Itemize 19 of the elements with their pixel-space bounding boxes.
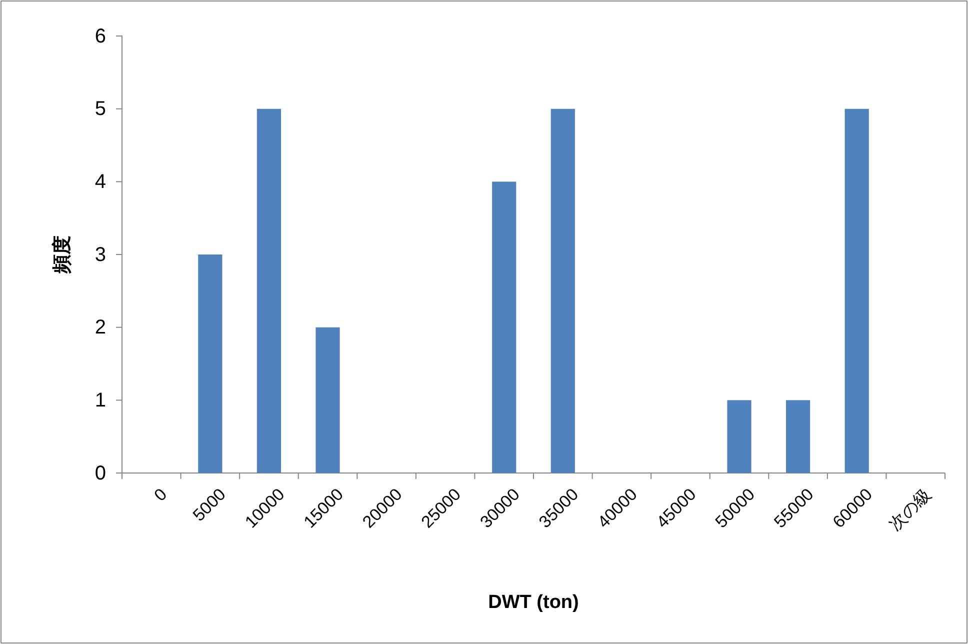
y-tick-label: 2: [94, 316, 106, 339]
bar: [727, 400, 752, 473]
x-tick-label: 0: [150, 484, 171, 505]
bar: [550, 108, 575, 473]
bar: [492, 182, 516, 473]
bar: [844, 108, 869, 473]
y-tick-label: 5: [94, 98, 106, 120]
x-tick-label: 次の級: [885, 484, 935, 534]
bar: [198, 254, 222, 473]
y-axis-title: 頻度: [51, 236, 73, 274]
bar: [316, 327, 340, 473]
bar: [786, 400, 810, 473]
bar: [256, 108, 282, 473]
y-tick-label: 4: [94, 171, 106, 194]
y-tick-label: 1: [94, 390, 106, 412]
x-axis-title: DWT (ton): [488, 592, 579, 613]
y-tick-label: 3: [94, 244, 106, 266]
y-tick-label: 0: [94, 462, 106, 484]
y-tick-label: 6: [94, 25, 106, 48]
